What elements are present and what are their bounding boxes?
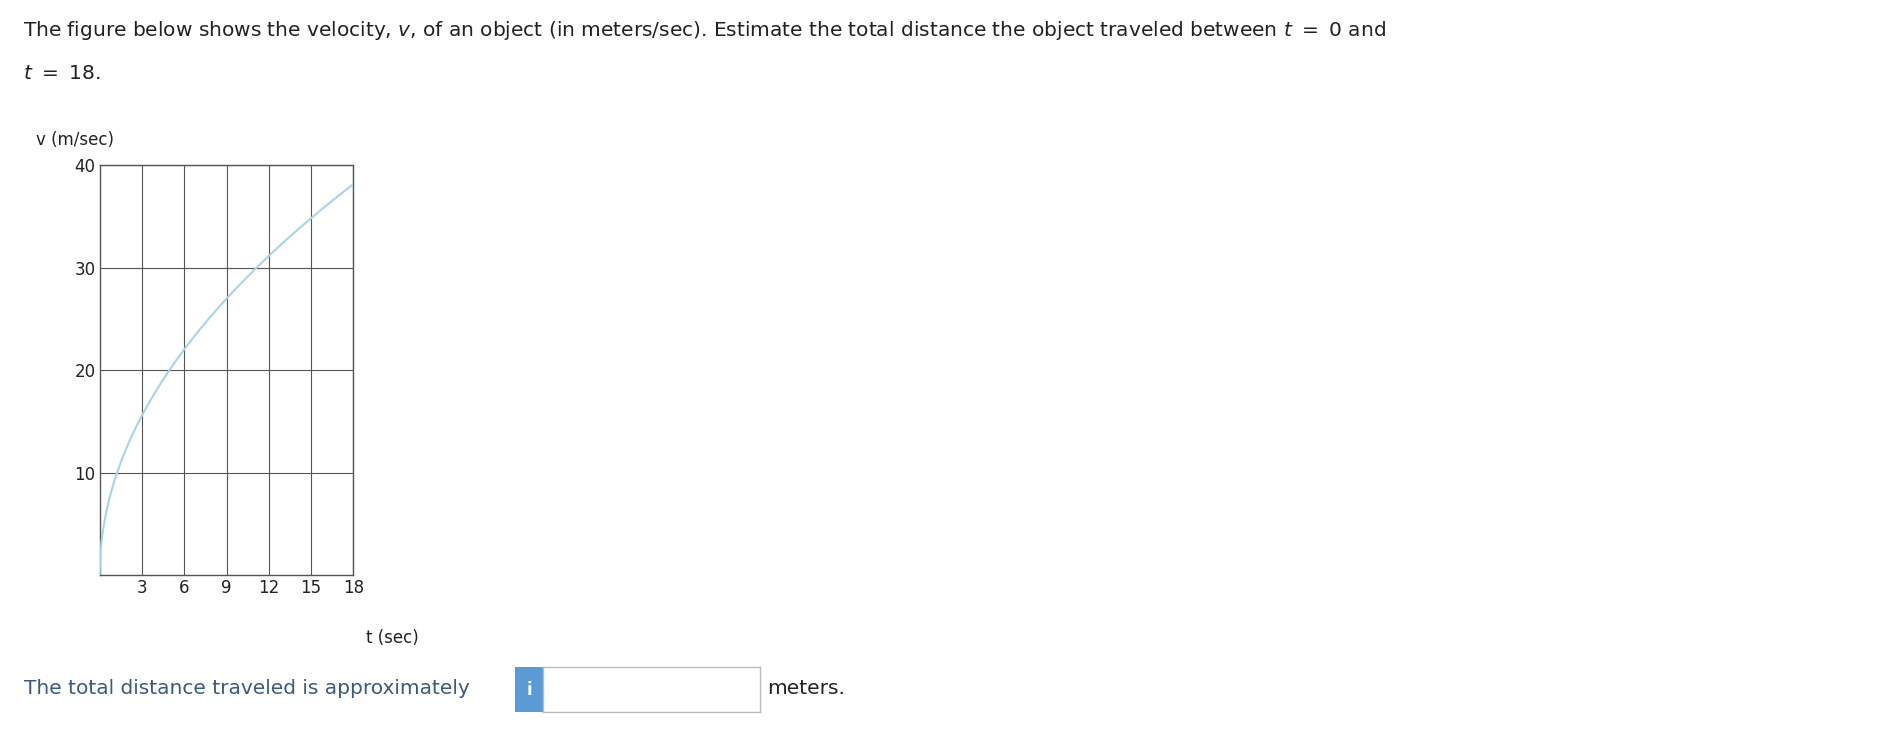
Text: i: i xyxy=(526,681,532,699)
Text: The figure below shows the velocity, $v$, of an object (in meters/sec). Estimate: The figure below shows the velocity, $v$… xyxy=(23,19,1386,42)
Text: The total distance traveled is approximately: The total distance traveled is approxima… xyxy=(24,678,470,698)
Text: $t\ =\ 18.$: $t\ =\ 18.$ xyxy=(23,64,100,83)
Text: meters.: meters. xyxy=(767,678,844,698)
Text: v (m/sec): v (m/sec) xyxy=(36,131,115,149)
Text: t (sec): t (sec) xyxy=(367,629,419,647)
